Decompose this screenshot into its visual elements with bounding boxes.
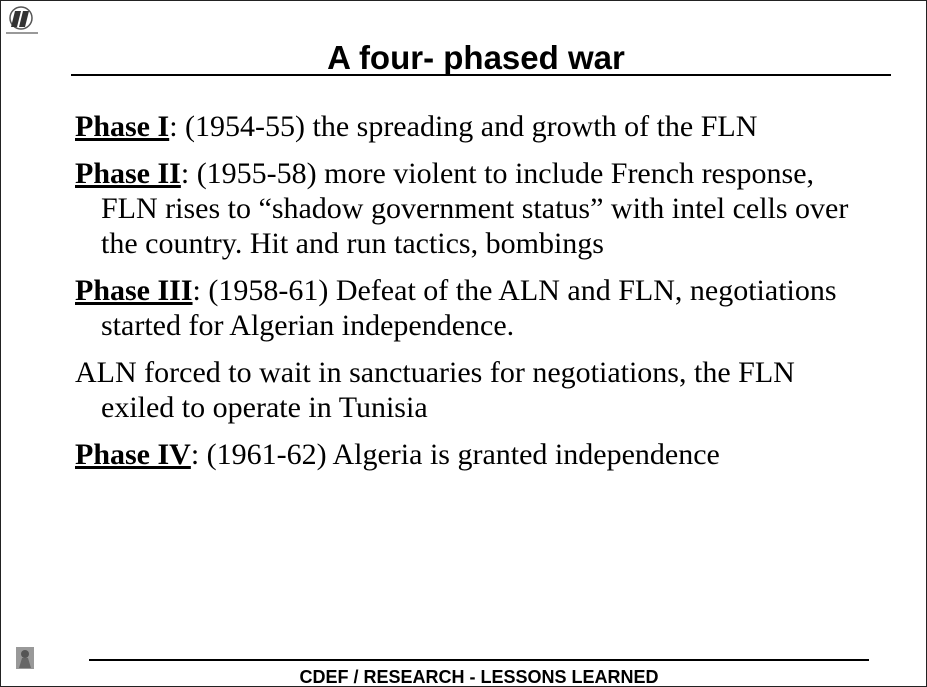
- phase-label: Phase I: [75, 110, 169, 143]
- bullet-text: : (1961-62) Algeria is granted independe…: [191, 438, 720, 471]
- bullet-item: Phase IV: (1961-62) Algeria is granted i…: [75, 437, 855, 472]
- footer-rule: [89, 659, 869, 661]
- logo-top: [5, 5, 39, 37]
- phase-label: Phase III: [75, 274, 193, 307]
- title: A four- phased war: [71, 39, 881, 77]
- bullet-item: ALN forced to wait in sanctuaries for ne…: [75, 355, 855, 425]
- bullet-text: : (1954-55) the spreading and growth of …: [169, 110, 757, 143]
- bullet-item: Phase II: (1955-58) more violent to incl…: [75, 156, 855, 261]
- bullet-text: : (1958-61) Defeat of the ALN and FLN, n…: [101, 274, 837, 342]
- title-rule: [71, 74, 891, 76]
- slide: A four- phased war Phase I: (1954-55) th…: [0, 0, 927, 687]
- bullet-list: Phase I: (1954-55) the spreading and gro…: [75, 109, 855, 484]
- bullet-item: Phase I: (1954-55) the spreading and gro…: [75, 109, 855, 144]
- footer: CDEF / RESEARCH - LESSONS LEARNED: [89, 667, 869, 687]
- logo-bottom: [15, 646, 35, 670]
- phase-label: Phase II: [75, 157, 181, 190]
- bullet-text: ALN forced to wait in sanctuaries for ne…: [75, 356, 795, 424]
- bullet-text: : (1955-58) more violent to include Fren…: [101, 157, 848, 260]
- bullet-item: Phase III: (1958-61) Defeat of the ALN a…: [75, 273, 855, 343]
- phase-label: Phase IV: [75, 438, 191, 471]
